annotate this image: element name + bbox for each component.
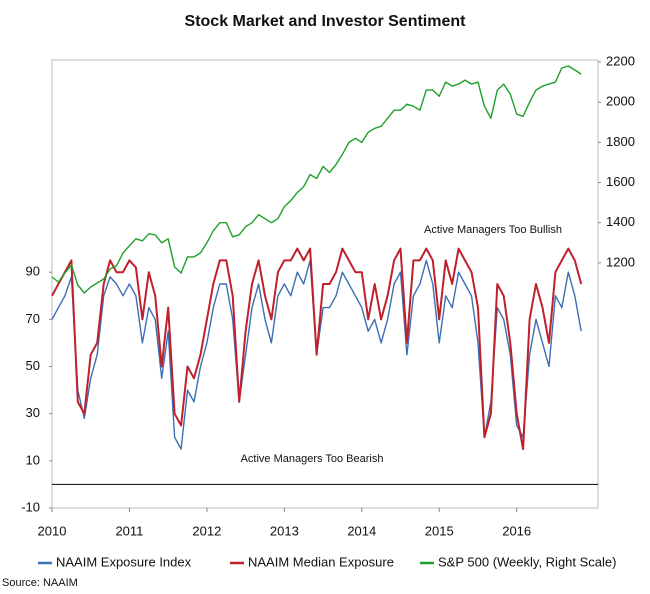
legend-label: NAAIM Median Exposure (248, 554, 394, 569)
x-tick-label: 2012 (192, 523, 221, 538)
annotation: Active Managers Too Bearish (241, 453, 384, 465)
y2-tick-label: 1200 (606, 254, 635, 269)
y2-tick-label: 2000 (606, 94, 635, 109)
x-tick-label: 2014 (347, 523, 376, 538)
y-tick-label: 10 (26, 452, 40, 467)
legend-label: S&P 500 (Weekly, Right Scale) (438, 554, 616, 569)
y2-tick-label: 1600 (606, 174, 635, 189)
series-line (51, 65, 582, 294)
y-tick-label: 50 (26, 358, 40, 373)
x-tick-label: 2011 (115, 523, 143, 538)
series-line (51, 247, 583, 451)
x-tick-label: 2015 (425, 523, 454, 538)
y2-tick-label: 1400 (606, 214, 635, 229)
chart-title: Stock Market and Investor Sentiment (185, 13, 467, 30)
y-tick-label: 30 (26, 405, 40, 420)
y-tick-label: 70 (26, 311, 40, 326)
source: Source: NAAIM (2, 577, 78, 589)
annotation: Active Managers Too Bullish (424, 224, 562, 236)
legend-label: NAAIM Exposure Index (56, 554, 192, 569)
x-tick-label: 2016 (502, 523, 531, 538)
y-tick-label: -10 (21, 499, 40, 514)
y-tick-label: 90 (26, 264, 40, 279)
y2-tick-label: 1800 (606, 134, 635, 149)
plot-frame (51, 59, 599, 509)
x-tick-label: 2013 (270, 523, 299, 538)
y2-tick-label: 2200 (606, 53, 635, 68)
x-tick-label: 2010 (38, 523, 67, 538)
